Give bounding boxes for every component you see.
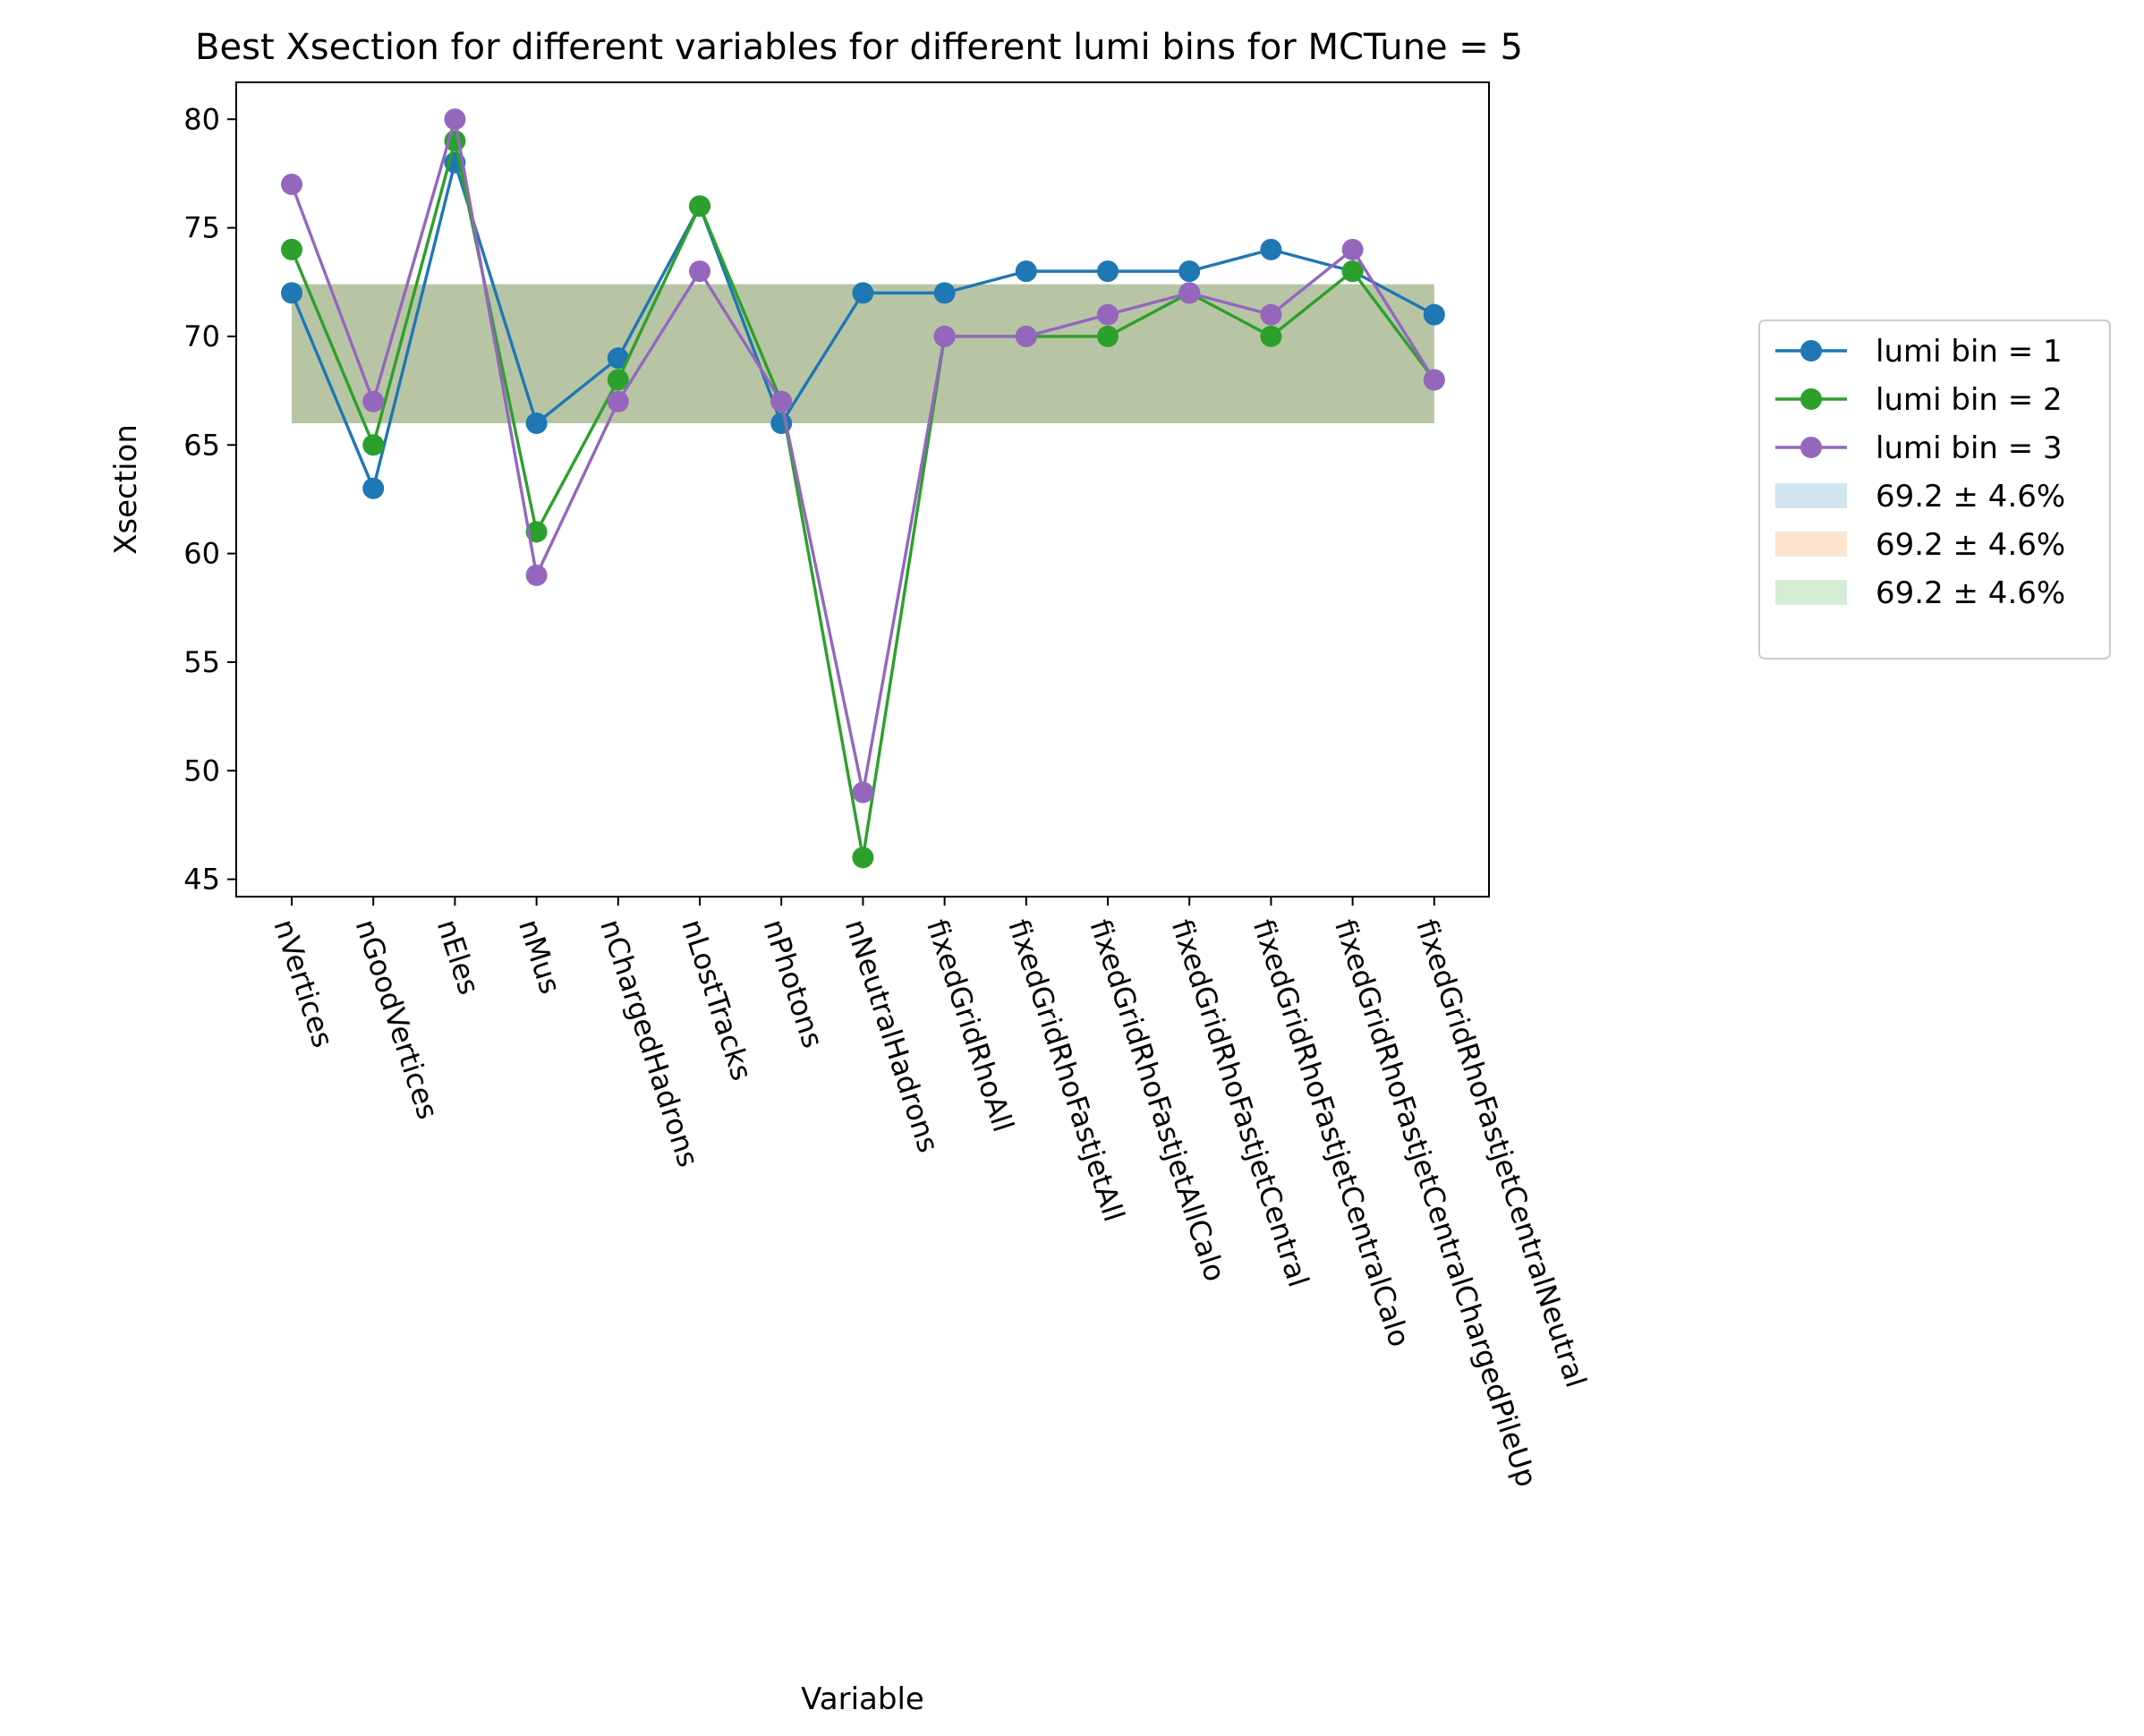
legend-band-swatch — [1775, 483, 1847, 508]
legend-label: lumi bin = 3 — [1876, 430, 2063, 466]
legend-label: lumi bin = 1 — [1876, 334, 2063, 370]
data-point-3-13 — [1260, 303, 1282, 326]
data-point-3-3 — [444, 108, 466, 131]
legend-label: 69.2 ± 4.6% — [1876, 527, 2065, 563]
y-tick-label: 45 — [183, 863, 220, 897]
data-point-2-2 — [362, 434, 385, 456]
data-point-3-14 — [1341, 238, 1364, 260]
x-tick-label: nEles — [430, 915, 487, 999]
data-point-1-15 — [1423, 303, 1445, 326]
data-point-3-12 — [1178, 282, 1201, 304]
legend-entry-2: lumi bin = 2 — [1775, 382, 2063, 418]
data-point-1-13 — [1260, 238, 1282, 260]
legend-band-swatch — [1775, 580, 1847, 605]
data-point-1-9 — [933, 282, 956, 304]
legend-marker-swatch — [1800, 388, 1822, 410]
x-tick-label: nGoodVertices — [349, 915, 446, 1124]
band-3 — [292, 284, 1434, 423]
data-point-2-1 — [281, 238, 302, 260]
data-point-3-8 — [852, 781, 874, 804]
legend-label: lumi bin = 2 — [1876, 382, 2063, 418]
y-tick-label: 65 — [183, 428, 220, 462]
data-point-2-6 — [689, 195, 710, 217]
data-point-3-6 — [689, 260, 710, 283]
x-tick-label: nLostTracks — [675, 915, 759, 1085]
x-tick-label: fixedGridRhoAll — [920, 915, 1020, 1136]
x-tick-label: fixedGridRhoFastjetCentralCalo — [1246, 915, 1417, 1351]
y-tick-label: 75 — [183, 211, 220, 245]
data-point-2-11 — [1097, 325, 1119, 347]
chart-title: Best Xsection for different variables fo… — [195, 27, 1523, 68]
data-point-1-4 — [525, 412, 548, 434]
data-point-3-10 — [1015, 325, 1037, 347]
data-point-2-14 — [1341, 260, 1364, 283]
data-point-3-4 — [525, 564, 548, 586]
data-point-2-8 — [852, 847, 874, 869]
data-point-1-5 — [607, 347, 629, 370]
data-point-2-5 — [607, 369, 629, 391]
x-tick-label: nPhotons — [757, 915, 830, 1052]
data-point-1-2 — [362, 477, 385, 499]
legend-box — [1758, 319, 2111, 660]
legend-entry-3: lumi bin = 3 — [1775, 430, 2063, 466]
data-point-3-9 — [933, 325, 956, 347]
legend-label: 69.2 ± 4.6% — [1876, 575, 2065, 611]
series-layer — [281, 108, 1445, 869]
data-point-1-8 — [852, 282, 874, 304]
data-point-3-5 — [607, 390, 629, 413]
series-3 — [281, 108, 1445, 804]
legend-marker-swatch — [1800, 340, 1822, 362]
x-tick-label: nVertices — [267, 915, 340, 1051]
data-point-3-15 — [1423, 369, 1445, 391]
y-tick-label: 60 — [183, 537, 220, 571]
data-point-3-11 — [1097, 303, 1119, 326]
legend-entry-5: 69.2 ± 4.6% — [1775, 527, 2065, 563]
legend-entry-1: lumi bin = 1 — [1775, 334, 2063, 370]
legend-band-swatch — [1775, 532, 1847, 557]
data-point-1-12 — [1178, 260, 1201, 283]
y-tick-label: 55 — [183, 645, 220, 679]
x-tick-label: nMus — [512, 915, 567, 998]
y-axis: 45 50 55 60 65 70 75 80 — [183, 102, 236, 897]
legend-entry-6: 69.2 ± 4.6% — [1775, 575, 2065, 611]
data-point-1-11 — [1097, 260, 1119, 283]
y-tick-label: 80 — [183, 102, 220, 136]
y-tick-label: 50 — [183, 753, 220, 787]
y-axis-title: Xsection — [108, 424, 144, 555]
data-point-3-2 — [362, 390, 385, 413]
data-point-1-10 — [1015, 260, 1037, 283]
y-tick-label: 70 — [183, 319, 220, 353]
legend-label: 69.2 ± 4.6% — [1876, 479, 2065, 515]
series-line-3 — [290, 117, 1436, 795]
legend-marker-swatch — [1800, 437, 1822, 458]
legend-entry-4: 69.2 ± 4.6% — [1775, 479, 2065, 515]
data-point-3-1 — [281, 174, 302, 196]
data-point-1-1 — [281, 282, 302, 304]
legend: lumi bin = 1 lumi bin = 2 lumi bin = 3 69.2… — [1758, 319, 2111, 660]
x-axis-title: Variable — [801, 1681, 924, 1717]
data-point-3-7 — [770, 390, 793, 413]
plot-frame — [235, 81, 1490, 898]
bands-layer — [292, 284, 1434, 423]
data-point-2-13 — [1260, 325, 1282, 347]
